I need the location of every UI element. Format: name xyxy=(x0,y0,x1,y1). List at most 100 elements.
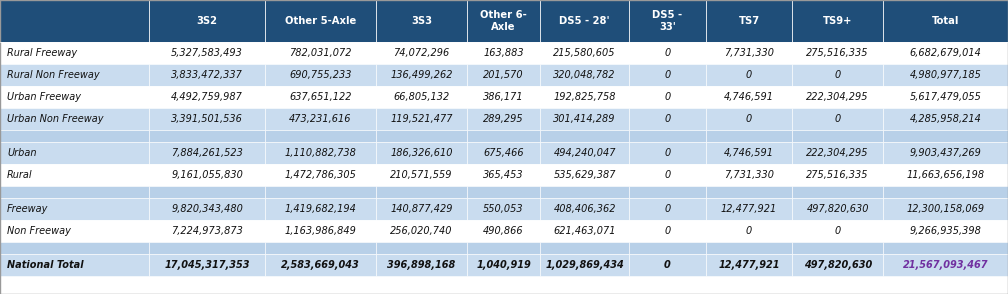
Bar xyxy=(0,108,149,130)
Bar xyxy=(376,242,467,254)
Bar xyxy=(540,0,629,42)
Bar xyxy=(467,0,540,42)
Text: 0: 0 xyxy=(835,114,841,124)
Bar xyxy=(706,86,792,108)
Text: 275,516,335: 275,516,335 xyxy=(806,48,869,58)
Bar xyxy=(376,220,467,242)
Bar xyxy=(0,142,149,164)
Text: 210,571,559: 210,571,559 xyxy=(390,170,453,180)
Text: 1,040,919: 1,040,919 xyxy=(476,260,531,270)
Text: 6,682,679,014: 6,682,679,014 xyxy=(909,48,982,58)
Bar xyxy=(706,0,792,42)
Text: 0: 0 xyxy=(664,92,670,102)
Text: 21,567,093,467: 21,567,093,467 xyxy=(903,260,988,270)
Bar xyxy=(0,64,149,86)
Bar xyxy=(265,242,376,254)
Bar xyxy=(0,130,149,142)
Bar xyxy=(792,130,883,142)
Text: 1,029,869,434: 1,029,869,434 xyxy=(545,260,624,270)
Text: Rural Non Freeway: Rural Non Freeway xyxy=(7,70,100,80)
Bar xyxy=(376,164,467,186)
Text: 0: 0 xyxy=(664,170,670,180)
Text: 12,300,158,069: 12,300,158,069 xyxy=(906,204,985,214)
Bar xyxy=(265,0,376,42)
Bar xyxy=(629,142,706,164)
Text: 11,663,656,198: 11,663,656,198 xyxy=(906,170,985,180)
Bar xyxy=(883,142,1008,164)
Text: 320,048,782: 320,048,782 xyxy=(553,70,616,80)
Bar xyxy=(883,186,1008,198)
Bar xyxy=(629,198,706,220)
Bar xyxy=(629,220,706,242)
Bar xyxy=(0,86,149,108)
Bar xyxy=(467,130,540,142)
Text: 3S2: 3S2 xyxy=(197,16,218,26)
Bar xyxy=(883,130,1008,142)
Text: 0: 0 xyxy=(746,226,752,236)
Bar xyxy=(629,164,706,186)
Bar xyxy=(540,142,629,164)
Bar xyxy=(629,108,706,130)
Bar xyxy=(706,108,792,130)
Bar xyxy=(883,220,1008,242)
Text: Other 6-
Axle: Other 6- Axle xyxy=(480,10,527,32)
Text: 222,304,295: 222,304,295 xyxy=(806,148,869,158)
Text: 9,820,343,480: 9,820,343,480 xyxy=(171,204,243,214)
Text: 1,163,986,849: 1,163,986,849 xyxy=(284,226,357,236)
Bar xyxy=(883,254,1008,276)
Bar xyxy=(792,42,883,64)
Bar xyxy=(376,198,467,220)
Bar xyxy=(540,64,629,86)
Bar xyxy=(149,64,265,86)
Text: 490,866: 490,866 xyxy=(483,226,524,236)
Text: 5,327,583,493: 5,327,583,493 xyxy=(171,48,243,58)
Text: 0: 0 xyxy=(746,114,752,124)
Bar xyxy=(0,242,149,254)
Bar xyxy=(149,130,265,142)
Text: DS5 - 28': DS5 - 28' xyxy=(559,16,610,26)
Text: 494,240,047: 494,240,047 xyxy=(553,148,616,158)
Text: 675,466: 675,466 xyxy=(483,148,524,158)
Bar xyxy=(706,242,792,254)
Text: 4,746,591: 4,746,591 xyxy=(724,148,774,158)
Bar xyxy=(883,42,1008,64)
Bar xyxy=(0,164,149,186)
Text: Urban Non Freeway: Urban Non Freeway xyxy=(7,114,104,124)
Bar xyxy=(883,108,1008,130)
Text: 12,477,921: 12,477,921 xyxy=(721,204,777,214)
Bar xyxy=(149,142,265,164)
Bar xyxy=(706,64,792,86)
Text: 0: 0 xyxy=(664,226,670,236)
Bar xyxy=(792,254,883,276)
Text: 550,053: 550,053 xyxy=(483,204,524,214)
Bar xyxy=(540,164,629,186)
Text: 4,285,958,214: 4,285,958,214 xyxy=(909,114,982,124)
Text: 7,884,261,523: 7,884,261,523 xyxy=(171,148,243,158)
Text: 497,820,630: 497,820,630 xyxy=(803,260,872,270)
Bar xyxy=(265,254,376,276)
Text: 119,521,477: 119,521,477 xyxy=(390,114,453,124)
Bar xyxy=(540,242,629,254)
Text: 386,171: 386,171 xyxy=(483,92,524,102)
Bar xyxy=(0,220,149,242)
Text: 201,570: 201,570 xyxy=(483,70,524,80)
Text: 0: 0 xyxy=(664,48,670,58)
Bar xyxy=(265,186,376,198)
Bar xyxy=(0,0,149,42)
Bar xyxy=(265,142,376,164)
Bar xyxy=(149,198,265,220)
Bar xyxy=(149,164,265,186)
Bar xyxy=(265,164,376,186)
Text: 275,516,335: 275,516,335 xyxy=(806,170,869,180)
Bar xyxy=(883,198,1008,220)
Bar xyxy=(0,186,149,198)
Text: 222,304,295: 222,304,295 xyxy=(806,92,869,102)
Bar xyxy=(792,142,883,164)
Bar xyxy=(376,254,467,276)
Bar xyxy=(265,42,376,64)
Text: TS7: TS7 xyxy=(739,16,759,26)
Bar xyxy=(376,142,467,164)
Bar xyxy=(149,186,265,198)
Text: 66,805,132: 66,805,132 xyxy=(393,92,450,102)
Bar xyxy=(883,164,1008,186)
